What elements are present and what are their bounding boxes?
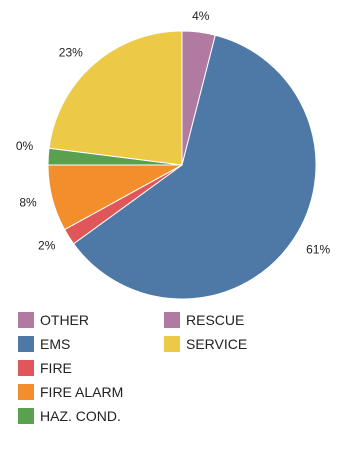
legend-item-ems: EMS xyxy=(18,336,70,352)
slice-value-label: 0% xyxy=(16,139,34,153)
legend: OTHER EMS FIRE FIRE ALARM HAZ. COND. RESCUE SE… xyxy=(18,312,247,424)
slice-value-label: 61% xyxy=(306,242,330,256)
legend-item-other: OTHER xyxy=(18,312,89,328)
legend-item-service: SERVICE xyxy=(164,336,247,352)
legend-label: EMS xyxy=(40,336,70,352)
legend-label: OTHER xyxy=(40,312,89,328)
slice-value-label: 8% xyxy=(19,195,37,209)
legend-label: SERVICE xyxy=(186,336,247,352)
legend-item-rescue: RESCUE xyxy=(164,312,244,328)
legend-item-haz-cond: HAZ. COND. xyxy=(18,408,121,424)
legend-swatch xyxy=(18,384,34,400)
legend-swatch xyxy=(164,336,180,352)
legend-item-fire: FIRE xyxy=(18,360,72,376)
pie-slice-labels: 4% 61% 2% 8% 0% 23% xyxy=(16,9,331,256)
legend-label: FIRE xyxy=(40,360,72,376)
legend-label: HAZ. COND. xyxy=(40,408,121,424)
legend-swatch xyxy=(18,312,34,328)
slice-value-label: 23% xyxy=(59,46,83,60)
legend-swatch xyxy=(18,408,34,424)
pie-slices xyxy=(47,30,317,300)
pie-slice-service xyxy=(48,30,183,166)
legend-swatch xyxy=(164,312,180,328)
pie-slice-ems xyxy=(72,34,317,300)
slice-value-label: 4% xyxy=(192,9,210,23)
legend-swatch xyxy=(18,360,34,376)
legend-swatch xyxy=(18,336,34,352)
legend-label: RESCUE xyxy=(186,312,244,328)
legend-item-fire-alarm: FIRE ALARM xyxy=(18,384,123,400)
slice-value-label: 2% xyxy=(38,238,56,252)
legend-label: FIRE ALARM xyxy=(40,384,123,400)
